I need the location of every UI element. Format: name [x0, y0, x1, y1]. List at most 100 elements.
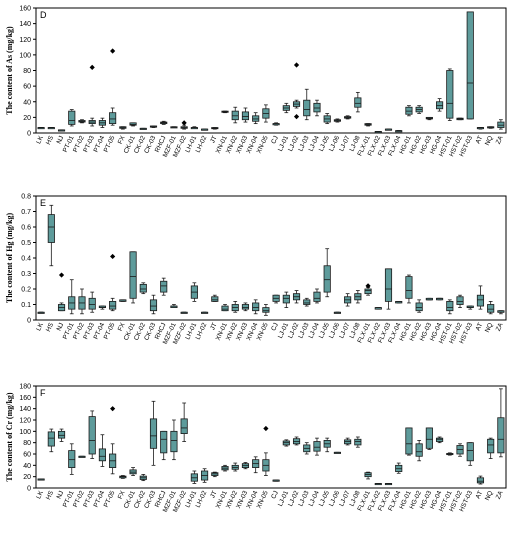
- y-tick-label: 0: [27, 318, 31, 325]
- outlier-point: [58, 272, 65, 278]
- box-iqr: [487, 438, 495, 454]
- x-tick-label: FX: [117, 134, 127, 145]
- y-tick-label: 80: [23, 68, 31, 75]
- box-iqr: [149, 299, 158, 312]
- box-iqr: [405, 276, 413, 299]
- x-tick-label: FX: [117, 321, 127, 332]
- y-tick-label: 100: [19, 52, 31, 59]
- box-LH-02: [201, 468, 209, 483]
- box-iqr: [354, 438, 362, 446]
- box-FLX-02: [374, 483, 382, 486]
- box-LK: [37, 311, 45, 314]
- box-PT-05: [109, 406, 117, 475]
- box-iqr: [405, 427, 413, 455]
- box-CK-03: [149, 294, 158, 315]
- x-tick-label: AT: [475, 322, 485, 332]
- box-AT: [476, 475, 485, 485]
- box-CK-02: [139, 282, 147, 295]
- outlier-point: [365, 283, 371, 289]
- y-tick-label: 0: [27, 486, 31, 493]
- outlier-point: [110, 253, 116, 260]
- box-HG-01: [405, 105, 413, 117]
- box-iqr: [313, 441, 321, 452]
- box-LJ-02: [292, 62, 301, 120]
- y-tick-label: 0.8: [21, 194, 31, 201]
- x-tick-label: HS: [45, 489, 55, 501]
- x-tick-label: NQ: [484, 490, 494, 502]
- y-tick-label: 0.2: [21, 287, 31, 294]
- y-tick-label: 60: [23, 84, 31, 91]
- box-iqr: [160, 280, 168, 293]
- x-tick-label: FX: [117, 489, 127, 500]
- x-tick-label: JT: [209, 322, 218, 332]
- box-iqr: [88, 416, 96, 455]
- box-CJ: [272, 122, 280, 126]
- box-iqr: [446, 70, 454, 119]
- box-HG-03: [425, 297, 433, 301]
- box-MZF-02: [180, 402, 188, 442]
- box-PT-05: [109, 48, 117, 126]
- box-HG-04: [436, 436, 444, 444]
- box-iqr: [476, 477, 485, 484]
- x-tick-label: AT: [475, 135, 485, 145]
- box-NQ: [487, 300, 495, 315]
- box-iqr: [139, 283, 147, 293]
- box-LJ-06: [333, 451, 341, 454]
- y-tick-label: 0.7: [21, 209, 31, 216]
- y-tick-label: 0.3: [21, 271, 31, 278]
- outlier-point: [263, 425, 269, 432]
- box-FX: [119, 126, 127, 130]
- box-LJ-02: [292, 436, 301, 446]
- y-tick-label: 160: [19, 395, 31, 402]
- box-CK-03: [149, 400, 158, 466]
- box-FLX-02: [374, 307, 382, 310]
- y-tick-label: 40: [23, 463, 31, 470]
- box-iqr: [149, 418, 158, 449]
- box-LJ-07: [344, 115, 352, 120]
- box-XN-05: [262, 304, 270, 316]
- box-iqr: [47, 214, 55, 243]
- box-iqr: [160, 430, 168, 454]
- box-iqr: [262, 307, 270, 313]
- box-XN-05: [262, 425, 270, 476]
- box-LH-01: [190, 470, 198, 484]
- box-PT-04: [98, 117, 106, 128]
- y-tick-label: 140: [19, 406, 31, 413]
- box-XN-04: [252, 112, 260, 125]
- x-tick-label: LK: [35, 321, 45, 332]
- box-FLX-01: [364, 471, 372, 480]
- y-tick-label: 80: [23, 440, 31, 447]
- box-XN-02: [231, 462, 239, 472]
- box-iqr: [88, 297, 96, 310]
- x-tick-label: NJ: [56, 135, 66, 145]
- x-tick-label: HS: [45, 134, 55, 146]
- box-HG-01: [405, 427, 413, 456]
- box-PT-03: [88, 291, 96, 313]
- chart-panel-F: 0 20 40 60 80 100 120 140 160 180 The content of C…: [5, 384, 507, 513]
- y-tick-label: 0.5: [21, 240, 31, 247]
- box-JT: [211, 127, 219, 130]
- box-LJ-06: [333, 311, 341, 314]
- box-LJ-03: [303, 442, 311, 455]
- box-LJ-08: [354, 290, 362, 304]
- box-LH-02: [201, 311, 209, 314]
- x-tick-label: LK: [35, 134, 45, 145]
- box-iqr: [211, 296, 219, 302]
- box-CK-02: [139, 127, 147, 130]
- box-LJ-04: [313, 437, 321, 456]
- box-NJ: [57, 428, 66, 442]
- box-iqr: [415, 302, 423, 312]
- box-HST-03: [466, 442, 474, 466]
- box-HG-02: [415, 439, 423, 462]
- outlier-point: [110, 48, 116, 54]
- box-iqr: [241, 111, 250, 121]
- box-iqr: [476, 294, 485, 307]
- box-HST-02: [456, 117, 464, 121]
- box-HST-01: [446, 299, 454, 315]
- x-tick-label: NJ: [56, 490, 66, 500]
- box-LJ-07: [344, 437, 352, 446]
- box-NQ: [487, 437, 495, 459]
- y-tick-label: 120: [19, 418, 31, 425]
- box-iqr: [364, 288, 372, 295]
- box-iqr: [47, 431, 55, 447]
